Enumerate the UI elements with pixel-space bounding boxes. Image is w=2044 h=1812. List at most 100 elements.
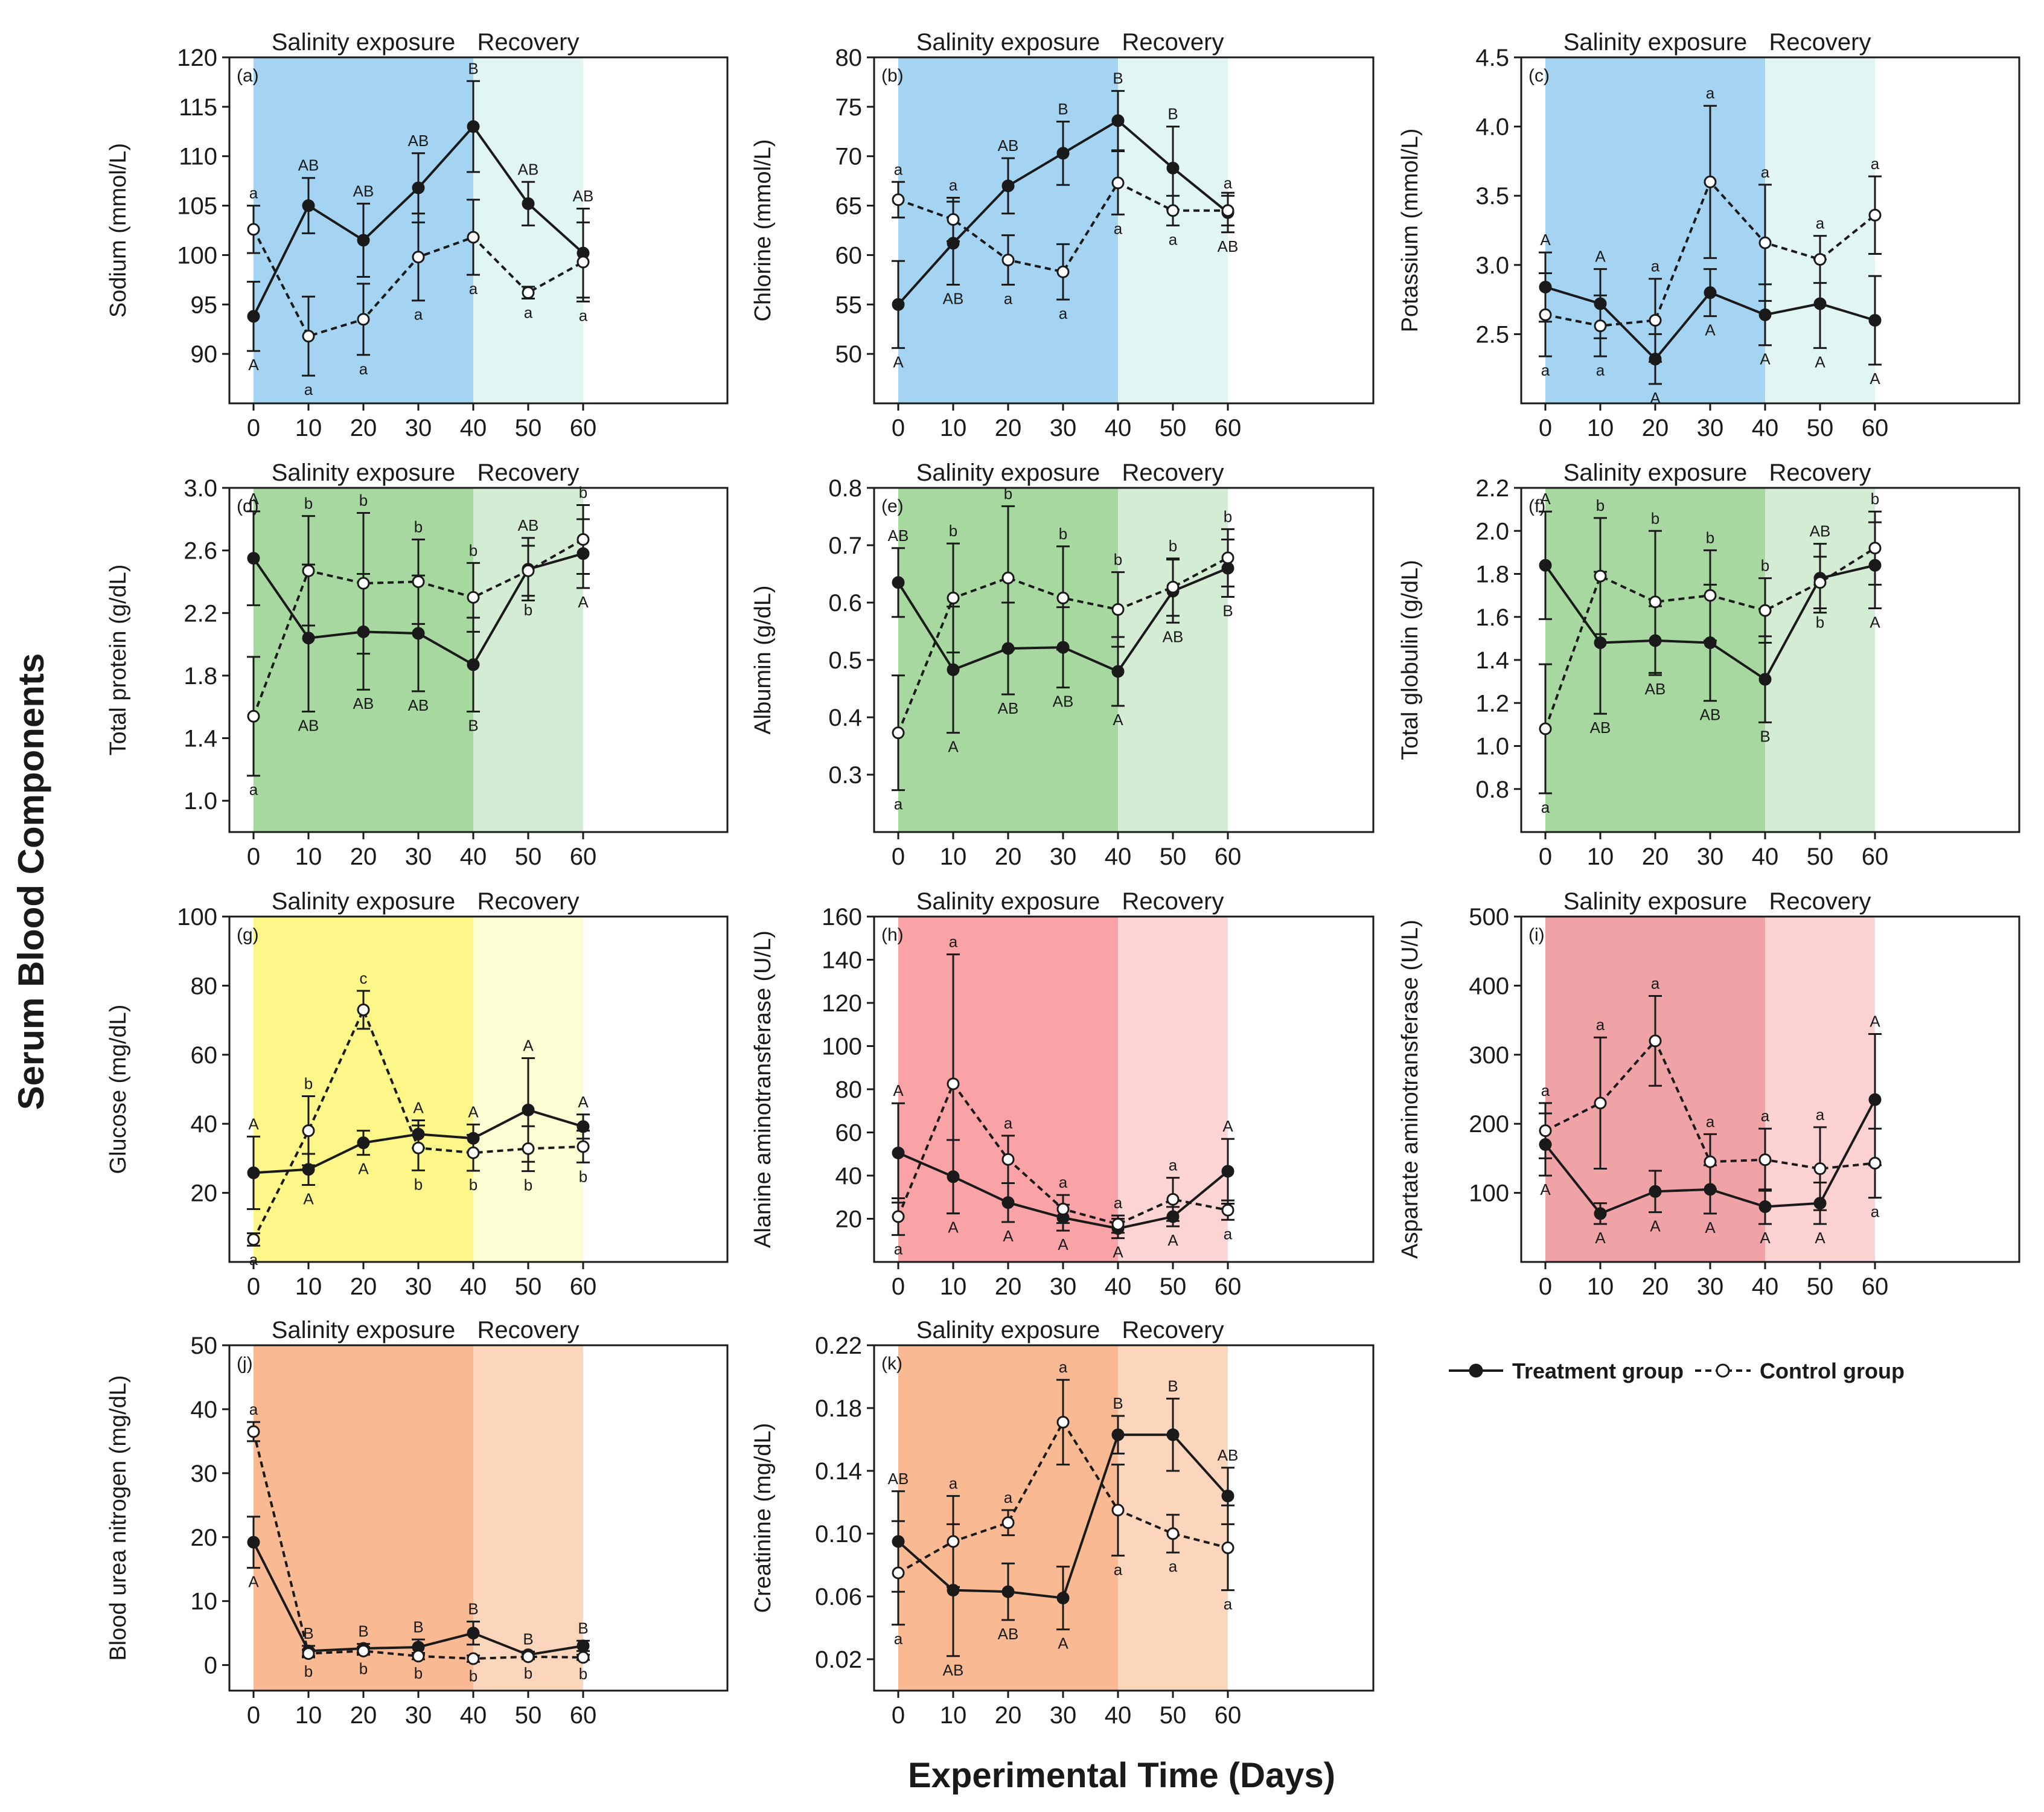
- x-tick-label: 40: [1105, 844, 1132, 870]
- treatment-point: [1166, 161, 1180, 174]
- control-point: [412, 1650, 425, 1663]
- treatment-significance-label: A: [1058, 1235, 1068, 1253]
- x-tick-label: 10: [295, 1273, 322, 1300]
- treatment-point: [1704, 286, 1717, 299]
- treatment-point: [892, 298, 905, 311]
- treatment-point: [1758, 308, 1772, 321]
- control-series: a a a a a a a: [1539, 84, 1882, 379]
- x-tick-label: 40: [1752, 844, 1779, 870]
- treatment-point: [1001, 179, 1015, 193]
- control-point: [892, 193, 905, 206]
- x-tick-label: 60: [1215, 1273, 1242, 1300]
- control-significance-label: b: [469, 1666, 477, 1685]
- x-tick-label: 20: [350, 844, 377, 870]
- chart-panels: Salinity exposure Recovery(a)909510010511…: [106, 29, 2020, 1729]
- control-significance-label: b: [1651, 509, 1659, 527]
- control-point: [947, 1077, 960, 1090]
- treatment-significance-label: A: [523, 1037, 534, 1055]
- phase-label-recovery: Recovery: [477, 29, 580, 56]
- treatment-significance-label: A: [948, 1218, 959, 1237]
- y-tick-label: 2.2: [1475, 475, 1509, 502]
- control-point: [302, 1647, 315, 1660]
- y-tick-label: 115: [179, 94, 217, 121]
- treatment-significance-label: AB: [943, 290, 964, 308]
- control-point: [1056, 1202, 1070, 1215]
- control-significance-label: b: [1169, 537, 1177, 555]
- x-tick-label: 60: [570, 1273, 597, 1300]
- x-tick-label: 60: [1862, 844, 1889, 870]
- treatment-point: [1758, 1200, 1772, 1213]
- legend: Treatment group Control group: [1449, 1359, 1905, 1383]
- control-series: a a a a a a a: [892, 150, 1234, 322]
- y-tick-label: 120: [177, 45, 217, 71]
- y-tick-label: 0.02: [815, 1647, 862, 1673]
- treatment-significance-label: A: [893, 1081, 904, 1100]
- y-tick-label: 0.8: [828, 475, 862, 502]
- control-point: [247, 223, 260, 236]
- treatment-significance-label: AB: [888, 527, 909, 545]
- control-point: [1221, 1541, 1234, 1554]
- control-point: [1758, 604, 1772, 617]
- control-point: [302, 564, 315, 577]
- treatment-significance-label: B: [1113, 69, 1123, 88]
- treatment-significance-label: A: [1113, 1243, 1123, 1261]
- control-significance-label: a: [1596, 361, 1605, 379]
- y-tick-label: 50: [835, 341, 863, 368]
- treatment-point: [412, 627, 425, 640]
- y-tick-label: 0.6: [828, 590, 862, 616]
- treatment-point: [1758, 673, 1772, 686]
- control-point: [892, 1210, 905, 1223]
- y-tick-label: 90: [191, 341, 218, 368]
- treatment-point: [302, 199, 315, 213]
- chart-e: Salinity exposure Recovery (e) 0.3 0.4 0.5 0.6…: [750, 459, 1375, 870]
- control-point: [357, 1644, 370, 1657]
- control-point: [302, 1124, 315, 1138]
- x-tick-label: 20: [1642, 844, 1669, 870]
- y-tick-label: 4.0: [1475, 114, 1509, 141]
- x-tick-label: 0: [247, 1702, 260, 1729]
- treatment-significance-label: AB: [1218, 237, 1239, 255]
- treatment-significance-label: B: [468, 1600, 478, 1618]
- treatment-point: [302, 632, 315, 645]
- y-tick-label: 100: [822, 1034, 862, 1060]
- control-point: [1704, 1155, 1717, 1168]
- exposure-phase-region: [898, 57, 1118, 403]
- treatment-significance-label: A: [948, 738, 959, 756]
- control-point: [1001, 1153, 1015, 1166]
- control-point: [947, 1535, 960, 1548]
- x-tick-label: 50: [1160, 1702, 1187, 1729]
- treatment-significance-label: AB: [943, 1661, 964, 1679]
- control-significance-label: b: [1224, 507, 1232, 525]
- control-point: [576, 255, 590, 269]
- control-point: [892, 726, 905, 740]
- x-tick-label: 10: [940, 1702, 967, 1729]
- treatment-point: [1056, 1592, 1070, 1605]
- plot-frame: [228, 487, 729, 833]
- y-axis-label: Total globulin (g/dL): [1397, 560, 1423, 760]
- control-significance-label: b: [524, 1176, 532, 1194]
- control-significance-label: b: [304, 1662, 313, 1680]
- control-significance-label: a: [1596, 1016, 1605, 1034]
- treatment-significance-label: A: [1815, 1229, 1825, 1247]
- treatment-significance-label: A: [1595, 248, 1606, 266]
- plot-frame: [1520, 56, 2020, 405]
- treatment-point: [1001, 1196, 1015, 1209]
- x-tick-label: 50: [515, 1702, 542, 1729]
- control-significance-label: a: [524, 303, 533, 321]
- treatment-significance-label: A: [1870, 1012, 1880, 1030]
- control-point: [522, 286, 535, 299]
- control-significance-label: b: [1761, 557, 1769, 575]
- treatment-significance-label: A: [1870, 370, 1880, 388]
- control-point: [1868, 208, 1882, 222]
- x-tick-label: 60: [570, 1702, 597, 1729]
- control-significance-label: b: [949, 522, 957, 540]
- treatment-point: [892, 1146, 905, 1159]
- phase-label-recovery: Recovery: [1122, 459, 1224, 486]
- y-tick-label: 40: [191, 1397, 218, 1423]
- x-tick-label: 30: [1050, 1273, 1077, 1300]
- control-significance-label: a: [1541, 1081, 1550, 1100]
- legend-control-marker: [1716, 1363, 1730, 1378]
- x-tick-label: 30: [1050, 1702, 1077, 1729]
- control-significance-label: b: [1816, 613, 1824, 632]
